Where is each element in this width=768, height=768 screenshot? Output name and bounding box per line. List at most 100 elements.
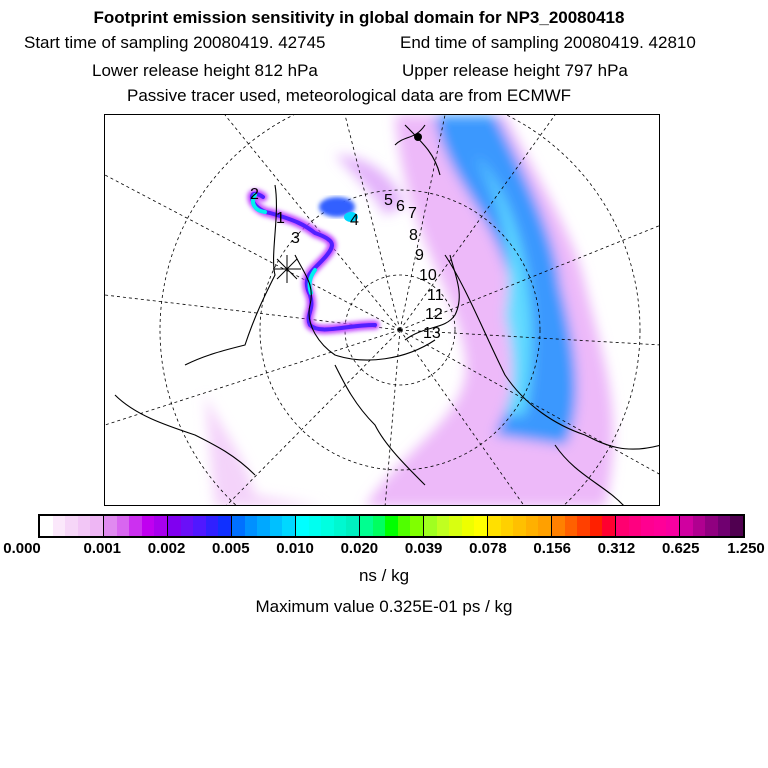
day-label: 11 xyxy=(427,287,444,304)
colorbar-unit: ns / kg xyxy=(358,566,410,585)
day-label: 3 xyxy=(291,230,300,247)
colorbar-swatch xyxy=(397,516,411,536)
day-label: 13 xyxy=(423,325,441,342)
colorbar-tick-label: 0.002 xyxy=(147,540,186,557)
colorbar-segment xyxy=(360,516,424,536)
day-label: 12 xyxy=(425,306,443,323)
colorbar-swatch xyxy=(410,516,423,536)
colorbar-swatch xyxy=(385,516,398,536)
colorbar-segment xyxy=(424,516,488,536)
colorbar-swatch xyxy=(116,516,130,536)
colorbar-swatch xyxy=(474,516,487,536)
colorbar-swatch xyxy=(564,516,578,536)
colorbar-swatch xyxy=(602,516,615,536)
colorbar-swatch xyxy=(692,516,706,536)
maximum-value: Maximum value 0.325E-01 ps / kg xyxy=(255,597,513,616)
colorbar-swatch xyxy=(552,516,565,536)
colorbar-tick-label: 0.625 xyxy=(661,540,700,557)
colorbar-swatch xyxy=(513,516,526,536)
colorbar-swatch xyxy=(205,516,219,536)
lower-release-height: Lower release height 812 hPa xyxy=(92,61,318,80)
end-time: End time of sampling 20080419. 42810 xyxy=(400,33,696,52)
colorbar-swatch xyxy=(577,516,590,536)
day-label: 9 xyxy=(415,247,424,264)
colorbar-swatch xyxy=(168,516,181,536)
colorbar-swatch xyxy=(449,516,462,536)
colorbar-swatch xyxy=(77,516,91,536)
release-point-marker xyxy=(273,255,301,283)
colorbar-swatch xyxy=(538,516,551,536)
day-label: 2 xyxy=(250,186,259,203)
colorbar-swatch xyxy=(257,516,270,536)
colorbar-swatch xyxy=(90,516,103,536)
upper-release-height: Upper release height 797 hPa xyxy=(402,61,628,80)
colorbar-segment xyxy=(40,516,104,536)
colorbar-swatch xyxy=(525,516,539,536)
colorbar-swatch xyxy=(40,516,53,536)
colorbar-swatch xyxy=(666,516,679,536)
colorbar-swatch xyxy=(616,516,629,536)
colorbar-tick-label: 0.000 xyxy=(3,540,41,557)
colorbar-segment xyxy=(296,516,360,536)
colorbar-tick-label: 0.005 xyxy=(212,540,250,557)
colorbar-swatch xyxy=(296,516,309,536)
colorbar-tick-label: 0.010 xyxy=(276,540,314,557)
colorbar-swatch xyxy=(680,516,693,536)
colorbar-tick-label: 0.078 xyxy=(469,540,507,557)
map-canvas: 2 1 3 4 5 6 7 8 9 10 11 12 13 xyxy=(105,115,659,505)
day-label: 7 xyxy=(408,205,417,222)
colorbar-tick-label: 1.250 xyxy=(727,540,765,557)
colorbar xyxy=(38,514,745,538)
colorbar-swatch xyxy=(218,516,231,536)
colorbar-swatch xyxy=(129,516,142,536)
day-label: 1 xyxy=(276,210,285,227)
colorbar-swatch xyxy=(360,516,373,536)
colorbar-swatch xyxy=(730,516,743,536)
colorbar-tick-label: 0.156 xyxy=(533,540,571,557)
start-time: Start time of sampling 20080419. 42745 xyxy=(24,33,326,52)
colorbar-swatch xyxy=(717,516,731,536)
colorbar-swatch xyxy=(244,516,258,536)
colorbar-segment xyxy=(616,516,680,536)
land-mass xyxy=(414,133,422,141)
colorbar-swatch xyxy=(333,516,347,536)
colorbar-swatch xyxy=(141,516,155,536)
colorbar-swatch xyxy=(65,516,78,536)
colorbar-tick-label: 0.001 xyxy=(83,540,122,557)
colorbar-swatch xyxy=(628,516,642,536)
colorbar-swatch xyxy=(500,516,514,536)
colorbar-swatch xyxy=(461,516,475,536)
colorbar-swatch xyxy=(232,516,245,536)
graticule xyxy=(105,115,659,505)
colorbar-segment xyxy=(552,516,616,536)
coastlines xyxy=(114,124,659,505)
colorbar-segment xyxy=(680,516,743,536)
colorbar-swatch xyxy=(436,516,450,536)
day-label: 10 xyxy=(419,267,437,284)
colorbar-segment xyxy=(488,516,552,536)
plot-title: Footprint emission sensitivity in global… xyxy=(93,8,625,27)
colorbar-swatch xyxy=(653,516,667,536)
colorbar-swatch xyxy=(180,516,194,536)
tracer-info: Passive tracer used, meteorological data… xyxy=(127,86,572,105)
day-label: 8 xyxy=(409,227,418,244)
colorbar-swatch xyxy=(641,516,654,536)
colorbar-swatch xyxy=(589,516,603,536)
colorbar-swatch xyxy=(488,516,501,536)
plume-trajectory xyxy=(247,189,380,334)
sensitivity-field xyxy=(205,115,614,505)
colorbar-segment xyxy=(168,516,232,536)
colorbar-tick-label: 0.312 xyxy=(597,540,636,557)
colorbar-swatch xyxy=(308,516,322,536)
colorbar-swatch xyxy=(346,516,359,536)
colorbar-swatch xyxy=(705,516,718,536)
colorbar-swatch xyxy=(372,516,386,536)
colorbar-swatch xyxy=(104,516,117,536)
colorbar-swatch xyxy=(193,516,206,536)
day-label: 6 xyxy=(396,198,405,215)
colorbar-swatch xyxy=(282,516,295,536)
day-labels: 2 1 3 4 5 6 7 8 9 10 11 12 13 xyxy=(250,186,444,342)
colorbar-swatch xyxy=(52,516,66,536)
footprint-map: 2 1 3 4 5 6 7 8 9 10 11 12 13 xyxy=(104,114,660,506)
colorbar-tick-label: 0.039 xyxy=(404,540,443,557)
